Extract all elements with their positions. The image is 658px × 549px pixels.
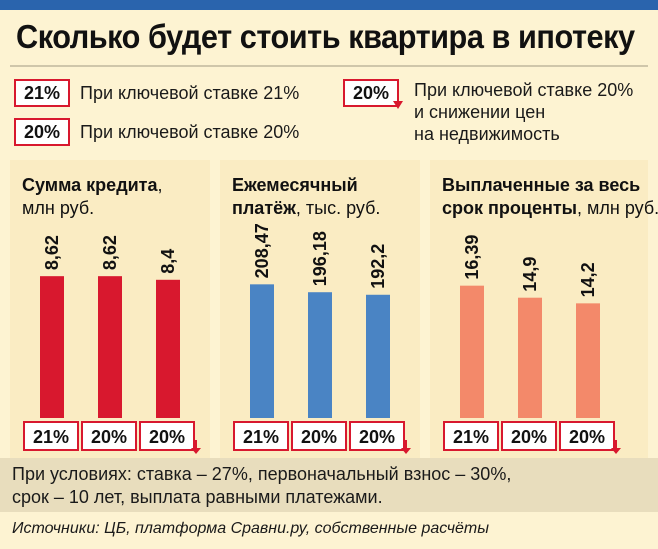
legend-text-line: на недвижимость <box>414 124 560 144</box>
category-tag <box>139 421 195 451</box>
panel-title-bold: платёж <box>232 198 296 218</box>
panel-title-bold: Выплаченные за весь <box>442 175 641 195</box>
legend-text-line: При ключевой ставке 20% <box>414 80 634 100</box>
panel-title: Выплаченные за весь срок проценты, млн р… <box>442 174 658 220</box>
legend-text-21: При ключевой ставке 21% <box>80 83 300 103</box>
category-label: 20% <box>569 427 605 447</box>
legend-text-20-down: При ключевой ставке 20% и снижении цен н… <box>414 79 633 145</box>
bar <box>518 297 542 418</box>
category-label: 20% <box>91 427 127 447</box>
legend-tag-20-down-text: 20% <box>352 83 390 103</box>
category-label: 20% <box>149 427 185 447</box>
category-label: 20% <box>511 427 547 447</box>
panel-monthly-payment: Ежемесячный платёж, тыс. руб. 208,47 21% 1… <box>220 160 420 458</box>
legend-tag-20-down: 20% <box>343 79 403 109</box>
panel-title-bold: срок проценты <box>442 198 578 218</box>
data-label: 208,47 <box>252 223 272 278</box>
category-label: 21% <box>243 427 279 447</box>
category-tag <box>443 421 499 451</box>
panel-title-bold: Ежемесячный <box>232 175 358 195</box>
top-bar <box>0 0 658 10</box>
data-label: 8,62 <box>42 235 62 270</box>
bar <box>40 276 64 418</box>
chart-interest-paid: 16,39 21% 14,9 20% 14,2 20% <box>443 235 621 454</box>
panel-loan-amount: Сумма кредита, млн руб. 8,62 21% 8,62 20% 8,… <box>10 160 210 458</box>
legend-text-line: и снижении цен <box>414 102 546 122</box>
legend-tag-21-text: 21% <box>23 83 61 103</box>
bar <box>250 284 274 418</box>
title-divider <box>10 65 648 67</box>
category-label: 20% <box>301 427 337 447</box>
data-label: 16,39 <box>462 235 482 280</box>
data-label: 14,2 <box>578 262 598 297</box>
panel-title-rest: , тыс. руб. <box>295 198 381 218</box>
category-tag <box>233 421 289 451</box>
down-arrow-icon <box>191 448 201 454</box>
category-tag <box>559 421 615 451</box>
panel-title-rest: , <box>157 175 163 195</box>
panel-title-bold: Сумма кредита <box>22 175 158 195</box>
bar <box>366 294 390 418</box>
category-tag <box>23 421 79 451</box>
legend-tag-21: 21% <box>14 79 70 107</box>
chart-loan-amount: 8,62 21% 8,62 20% 8,4 20% <box>23 235 201 454</box>
category-label: 20% <box>359 427 395 447</box>
bar <box>460 285 484 418</box>
panel-title: Сумма кредита, млн руб. <box>22 174 163 220</box>
category-tag <box>349 421 405 451</box>
down-arrow-icon <box>611 448 621 454</box>
panel-interest-paid: Выплаченные за весь срок проценты, млн р… <box>430 160 658 458</box>
data-label: 14,9 <box>520 257 540 292</box>
panel-title: Ежемесячный платёж, тыс. руб. <box>232 174 380 220</box>
data-label: 8,62 <box>100 235 120 270</box>
bar <box>98 276 122 418</box>
down-arrow-icon <box>393 93 403 109</box>
category-tag <box>291 421 347 451</box>
bar <box>308 292 332 418</box>
panel-unit: млн руб. <box>22 198 95 218</box>
data-label: 192,2 <box>368 244 388 289</box>
conditions-line: срок – 10 лет, выплата равными платежами… <box>12 487 383 507</box>
category-tag <box>81 421 137 451</box>
category-label: 21% <box>33 427 69 447</box>
conditions-box: При условиях: ставка – 27%, первоначальн… <box>0 458 658 512</box>
bar <box>576 303 600 418</box>
category-tag <box>501 421 557 451</box>
data-label: 196,18 <box>310 231 330 286</box>
legend-text-20: При ключевой ставке 20% <box>80 122 300 142</box>
bar <box>156 279 180 418</box>
legend-tag-20-text: 20% <box>23 122 61 142</box>
legend-tag-20: 20% <box>14 118 70 146</box>
sources-note: Источники: ЦБ, платформа Сравни.ру, собс… <box>12 520 490 537</box>
chart-title: Сколько будет стоить квартира в ипотеку <box>16 18 635 55</box>
down-arrow-icon <box>401 448 411 454</box>
panel-title-rest: , млн руб. <box>577 198 658 218</box>
conditions-line: При условиях: ставка – 27%, первоначальн… <box>12 464 512 484</box>
chart-monthly-payment: 208,47 21% 196,18 20% 192,2 20% <box>233 223 411 454</box>
category-label: 21% <box>453 427 489 447</box>
data-label: 8,4 <box>158 249 178 274</box>
